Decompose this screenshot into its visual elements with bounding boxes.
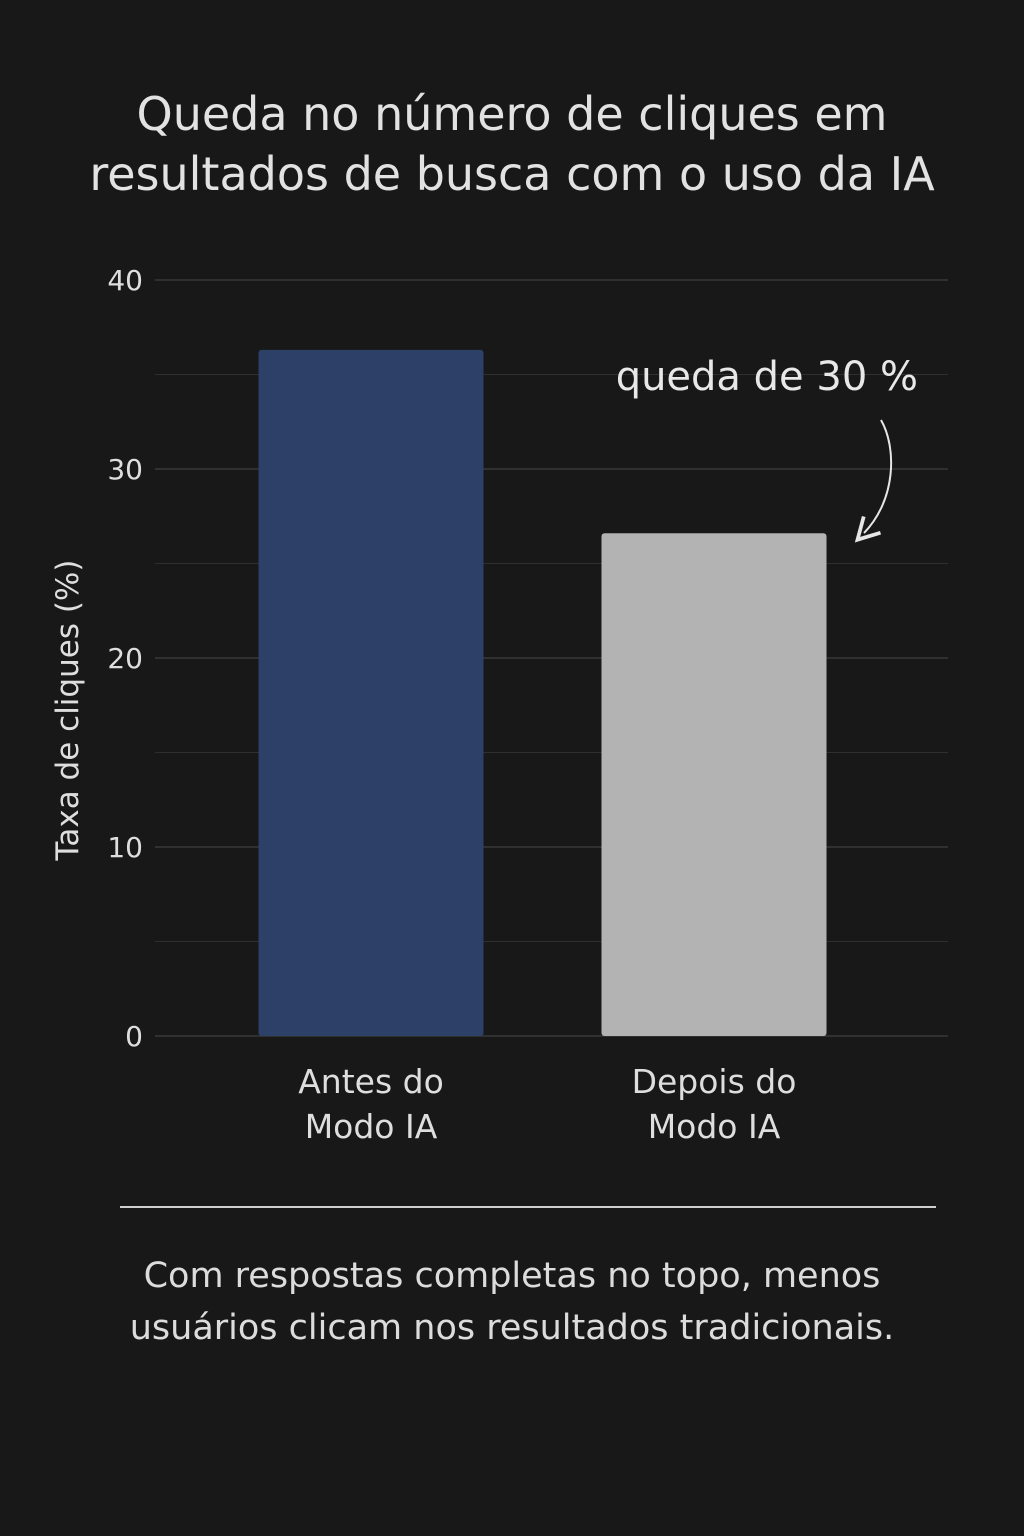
y-tick-label: 20 [107, 642, 143, 675]
bar-depois [601, 533, 827, 1036]
annotation-text: queda de 30 % [616, 354, 918, 400]
y-tick-label: 40 [107, 264, 143, 297]
x-tick-label: Antes do Modo IA [298, 1062, 444, 1146]
chart-title: Queda no número de cliques em resultados… [40, 84, 984, 204]
chart-title-line-1: Queda no número de cliques em [136, 87, 888, 141]
x-tick-label: Depois do Modo IA [632, 1062, 797, 1146]
bar-chart: 0 10 20 30 40 Antes do Modo IA Depois do Modo I… [50, 264, 948, 1146]
annotation: queda de 30 % [616, 354, 918, 543]
bars [258, 349, 827, 1036]
caption-line-1: Com respostas completas no topo, menos [143, 1256, 881, 1296]
y-tick-label: 10 [107, 831, 143, 864]
bar-antes [258, 349, 484, 1036]
chart-title-line-2: resultados de busca com o uso da IA [89, 147, 935, 201]
caption-line-2: usuários clicam nos resultados tradicion… [129, 1308, 895, 1348]
y-axis-label: Taxa de cliques (%) [50, 560, 86, 862]
y-tick-label: 0 [125, 1020, 143, 1053]
annotation-arrow [854, 419, 893, 543]
x-axis-labels: Antes do Modo IA Depois do Modo IA [298, 1062, 796, 1146]
caption: Com respostas completas no topo, menos u… [60, 1250, 964, 1354]
divider [120, 1206, 936, 1208]
y-tick-label: 30 [107, 453, 143, 486]
y-axis-ticks: 0 10 20 30 40 [107, 264, 143, 1053]
